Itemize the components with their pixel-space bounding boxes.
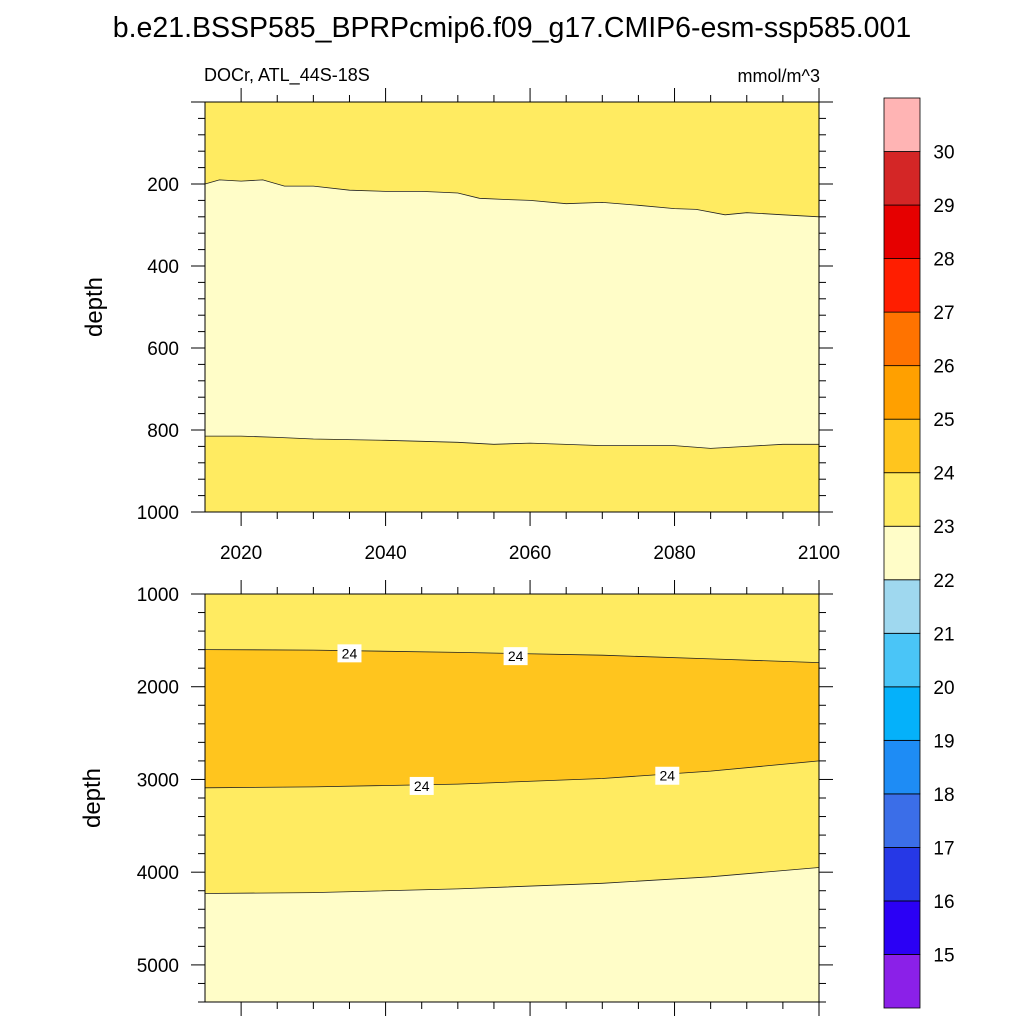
lower-contour-line: [204, 649, 820, 663]
year-tick-label: 2100: [798, 543, 840, 564]
lower-y-tick-label: 1000: [137, 585, 179, 606]
colorbar-level-label: 18: [933, 785, 954, 806]
upper-y-tick-label: 200: [147, 175, 179, 196]
lower-y-axis-label: depth: [79, 768, 106, 828]
colorbar-box: [883, 954, 921, 1009]
lower-contour-line: [204, 760, 820, 789]
upper-band-23-24-bottom: [205, 436, 819, 512]
colorbar-box: [883, 204, 921, 259]
colorbar-level-label: 16: [933, 892, 954, 913]
year-tick-label: 2060: [509, 543, 551, 564]
colorbar-box: [883, 525, 921, 581]
upper-panel-contours: [204, 179, 820, 449]
upper-y-tick-label: 800: [147, 421, 179, 442]
lower-panel-contour-labels: 24 24 24 24: [337, 644, 680, 795]
lower-y-tick-label: 4000: [137, 863, 179, 884]
colorbar-box: [883, 418, 921, 474]
colorbar-level-label: 27: [933, 303, 954, 324]
upper-y-tick-label: 400: [147, 257, 179, 278]
colorbar-level-label: 17: [933, 838, 954, 859]
lower-y-tick-label: 5000: [137, 956, 179, 977]
colorbar-level-label: 30: [933, 143, 954, 164]
colorbar-box: [883, 847, 921, 902]
lower-y-tick-label: 2000: [137, 678, 179, 699]
colorbar-level-label: 23: [933, 517, 954, 538]
units-label: mmol/m^3: [738, 66, 820, 86]
colorbar-level-label: 25: [933, 410, 954, 431]
colorbar-level-label: 24: [933, 464, 955, 485]
colorbar-level-label: 29: [933, 196, 954, 217]
colorbar-level-label: 20: [933, 678, 954, 699]
colorbar-box: [883, 632, 921, 688]
colorbar-box: [883, 97, 921, 152]
upper-y-tick-label: 600: [147, 339, 179, 360]
upper-y-tick-label: 1000: [137, 503, 179, 524]
colorbar-level-label: 21: [933, 624, 954, 645]
lower-band-23-24-mid: [205, 760, 819, 894]
lower-band-22-23: [205, 867, 819, 1002]
figure-title: b.e21.BSSP585_BPRPcmip6.f09_g17.CMIP6-es…: [113, 12, 911, 44]
colorbar-level-label: 15: [933, 945, 954, 966]
contour-label-box: [337, 644, 362, 663]
colorbar-box: [883, 311, 921, 367]
colorbar-box: [883, 686, 921, 741]
colorbar-box: [883, 739, 921, 795]
contour-label: 24: [414, 778, 430, 794]
contour-label: 24: [660, 768, 676, 784]
colorbar-box: [883, 365, 921, 420]
colorbar-box: [883, 793, 921, 848]
colorbar-level-label: 19: [933, 731, 954, 752]
upper-panel-fills: [205, 102, 819, 512]
colorbar-box: [883, 579, 921, 634]
colorbar-box: [883, 151, 921, 206]
year-axis-labels: 2020 2040 2060 2080 2100: [220, 543, 840, 564]
lower-y-tick-label: 3000: [137, 770, 179, 791]
lower-band-24-25: [205, 649, 819, 788]
colorbar-level-label: 28: [933, 250, 954, 271]
colorbar-box: [883, 258, 921, 313]
variable-label: DOCr, ATL_44S-18S: [204, 65, 370, 86]
contour-label: 24: [508, 648, 524, 664]
contour-label-box: [503, 647, 528, 666]
upper-y-axis-label: depth: [81, 277, 108, 337]
colorbar-box: [883, 900, 921, 955]
upper-band-22-23: [205, 179, 819, 449]
upper-contour-line: [204, 179, 820, 218]
lower-panel-ticks: 1000 2000 3000 4000 5000: [137, 580, 833, 1016]
upper-band-23-24-top: [205, 102, 819, 217]
year-tick-label: 2080: [653, 543, 695, 564]
lower-panel-frame: [204, 593, 820, 1003]
upper-contour-line: [205, 435, 819, 449]
upper-panel-ticks: 200 400 600 800 1000: [137, 88, 833, 526]
colorbar: 15 16 17 18 19 20 21 22 23 24 25 26 27 28 29 30: [883, 97, 955, 1009]
colorbar-box: [883, 472, 921, 527]
contour-label-box: [409, 776, 434, 795]
upper-panel: 200 400 600 800 1000 depth: [81, 88, 833, 526]
colorbar-level-label: 22: [933, 571, 954, 592]
upper-panel-frame: [204, 101, 820, 513]
year-tick-label: 2040: [364, 543, 406, 564]
lower-contour-line: [204, 867, 820, 894]
contour-label-box: [655, 766, 680, 785]
lower-panel-fills: [205, 594, 819, 1002]
lower-panel: 24 24 24 24 1000 2000 3000 4000 5000 depth: [79, 580, 833, 1016]
lower-panel-contours: [204, 649, 820, 894]
contour-label: 24: [342, 645, 358, 661]
year-tick-label: 2020: [220, 543, 262, 564]
colorbar-level-label: 26: [933, 357, 954, 378]
